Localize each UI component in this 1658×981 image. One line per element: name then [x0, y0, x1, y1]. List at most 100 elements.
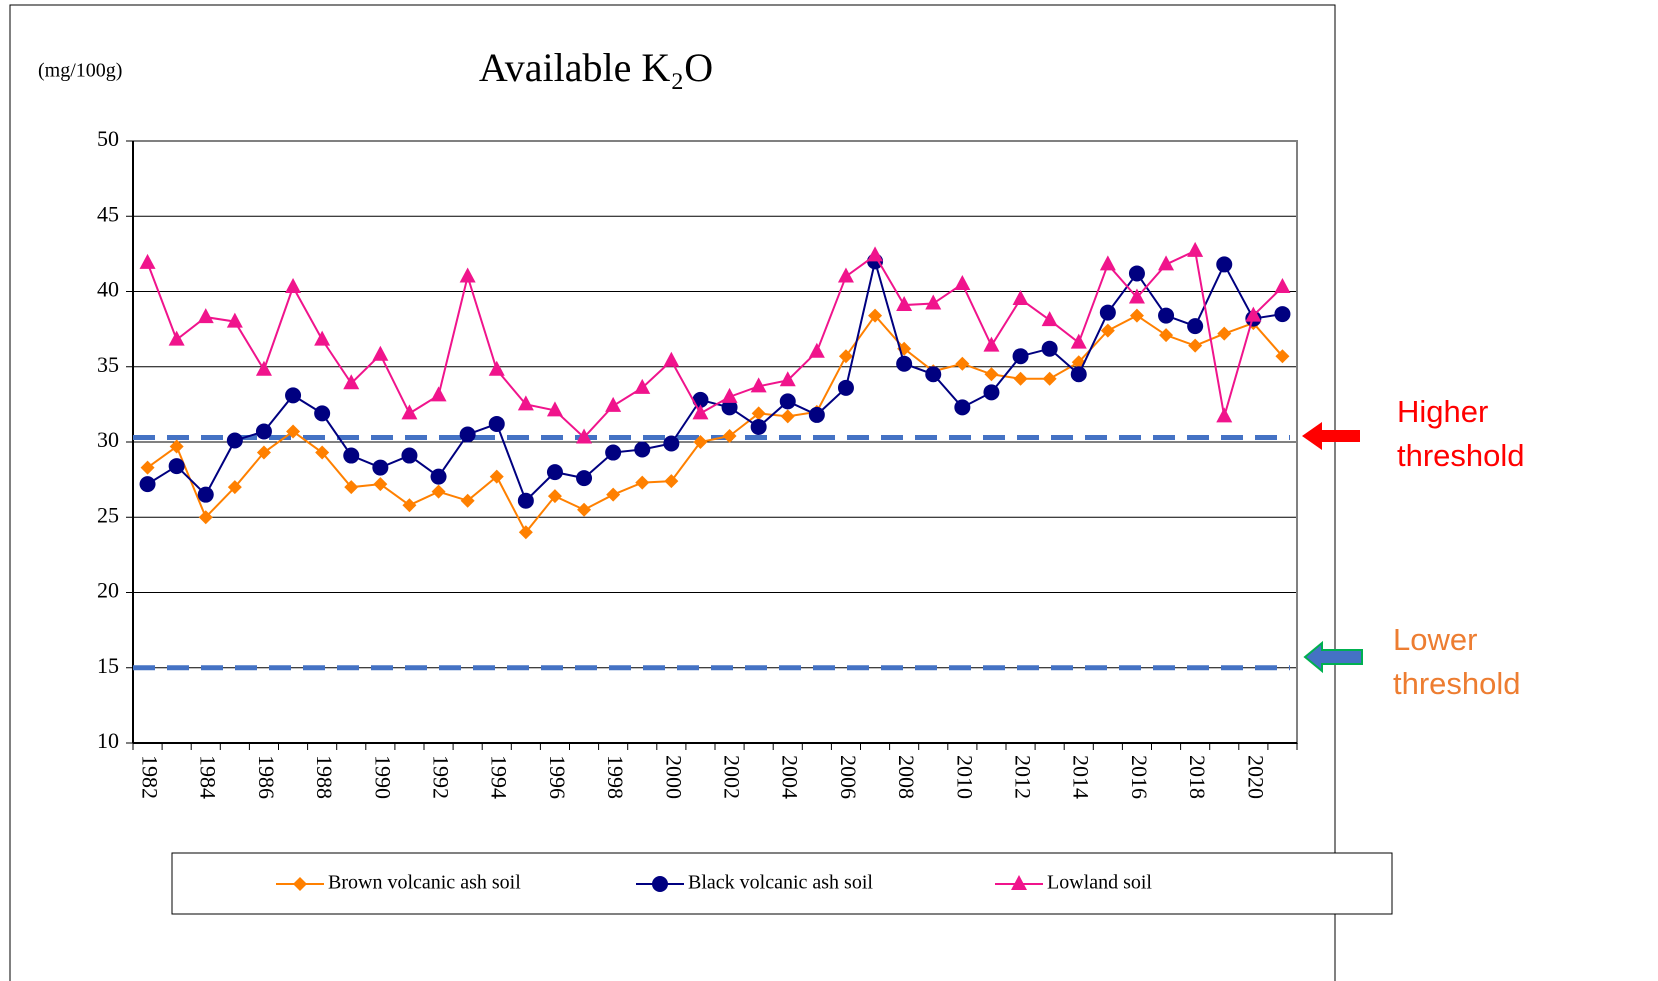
data-point: [664, 474, 679, 489]
data-point: [343, 374, 360, 390]
x-tick-label: 2016: [1127, 755, 1152, 799]
data-point: [488, 360, 505, 376]
data-point: [546, 464, 563, 481]
data-point: [343, 447, 360, 464]
x-tick-label: 2002: [720, 755, 745, 799]
series: [139, 253, 1291, 509]
x-tick-label: 1990: [370, 755, 395, 799]
data-point: [692, 404, 709, 420]
data-point: [750, 377, 767, 393]
y-tick-label: 35: [97, 352, 119, 377]
data-point: [751, 406, 766, 421]
data-point: [577, 502, 592, 517]
data-point: [808, 342, 825, 358]
data-point: [606, 487, 621, 502]
y-tick-label: 40: [97, 277, 119, 302]
data-point: [547, 489, 562, 504]
legend-label: Brown volcanic ash soil: [328, 872, 521, 894]
data-point: [1187, 241, 1204, 257]
series-line: [146, 313, 1284, 535]
data-point: [1188, 338, 1203, 353]
data-point: [430, 386, 447, 402]
legend-marker: [293, 877, 307, 891]
data-point: [1013, 371, 1028, 386]
data-point: [197, 308, 214, 324]
data-point: [1041, 340, 1058, 357]
data-point: [780, 409, 795, 424]
data-point: [1187, 318, 1204, 335]
x-tick-label: 2018: [1185, 755, 1210, 799]
data-point: [1274, 277, 1291, 293]
data-point: [314, 405, 331, 422]
y-tick-label: 25: [97, 502, 119, 527]
data-point: [634, 378, 651, 394]
data-point: [955, 356, 970, 371]
x-tick-label: 1998: [603, 755, 628, 799]
x-tick-label: 2006: [836, 755, 861, 799]
data-point: [1042, 371, 1057, 386]
data-point: [1245, 306, 1262, 322]
data-point: [837, 379, 854, 396]
data-point: [721, 387, 738, 403]
data-point: [1216, 256, 1233, 273]
data-point: [721, 399, 738, 416]
data-point: [1070, 333, 1087, 349]
data-point: [1274, 306, 1291, 323]
data-point: [459, 426, 476, 443]
data-point: [286, 424, 301, 439]
data-point: [984, 367, 999, 382]
chart-border: [9, 4, 1336, 981]
data-point: [779, 371, 796, 387]
data-point: [868, 308, 883, 323]
y-tick-label: 50: [97, 126, 119, 151]
data-point: [954, 274, 971, 290]
series-line: [147, 261, 1283, 503]
data-point: [663, 435, 680, 452]
data-point: [1129, 308, 1144, 323]
data-point: [168, 330, 185, 346]
legend-marker: [1011, 875, 1027, 890]
x-tick-label: 2010: [952, 755, 977, 799]
data-point: [1099, 255, 1116, 271]
x-tick-label: 1982: [138, 755, 163, 799]
data-point: [226, 312, 243, 328]
data-point: [867, 246, 884, 262]
chart-title: Available K₂O: [479, 45, 713, 90]
x-tick-label: 2000: [661, 755, 686, 799]
data-point: [546, 401, 563, 417]
data-point: [983, 384, 1000, 401]
y-tick-label: 20: [97, 578, 119, 603]
y-axis-label: (mg/100g): [38, 60, 122, 82]
data-point: [605, 396, 622, 412]
data-point: [896, 296, 913, 312]
data-point: [372, 345, 389, 361]
data-point: [401, 404, 418, 420]
data-point: [285, 277, 302, 293]
series: [139, 241, 1291, 444]
threshold-label: Higher threshold: [1397, 394, 1525, 473]
data-point: [954, 399, 971, 416]
x-tick-label: 1984: [196, 755, 221, 799]
data-point: [255, 360, 272, 376]
y-tick-label: 15: [97, 653, 119, 678]
data-point: [1041, 311, 1058, 327]
data-point: [139, 253, 156, 269]
data-point: [896, 355, 913, 372]
data-point: [983, 336, 1000, 352]
data-point: [1012, 290, 1029, 306]
data-point: [489, 469, 504, 484]
data-point: [1158, 307, 1175, 324]
data-point: [1128, 265, 1145, 282]
arrow-higher: [1302, 422, 1360, 450]
data-point: [459, 267, 476, 283]
data-point: [460, 493, 475, 508]
x-tick-label: 1986: [254, 755, 279, 799]
data-point: [227, 480, 242, 495]
data-point: [285, 387, 302, 404]
x-tick-label: 1992: [429, 755, 454, 799]
data-point: [1275, 349, 1290, 364]
data-point: [663, 351, 680, 367]
data-point: [1128, 288, 1145, 304]
